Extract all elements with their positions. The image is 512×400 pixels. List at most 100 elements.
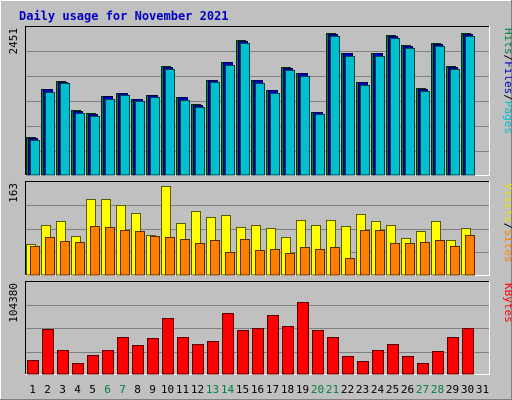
bar-pages-day-7	[120, 95, 130, 176]
y-max-label: 104380	[7, 283, 20, 323]
bar-kbytes-day-18	[282, 326, 294, 375]
bar-pages-day-15	[240, 43, 250, 176]
bar-sites-day-21	[330, 247, 340, 276]
bar-kbytes-day-25	[387, 344, 399, 375]
x-tick-label-day-3: 3	[59, 383, 66, 396]
bar-sites-day-19	[300, 247, 310, 276]
x-tick-label-day-28: 28	[431, 383, 444, 396]
x-tick-label-day-17: 17	[266, 383, 279, 396]
bar-pages-day-20	[315, 114, 325, 176]
x-tick-label-day-23: 23	[356, 383, 369, 396]
x-tick-label-day-4: 4	[74, 383, 81, 396]
x-tick-label-day-6: 6	[104, 383, 111, 396]
bar-sites-day-13	[210, 240, 220, 276]
x-tick-label-day-21: 21	[326, 383, 339, 396]
bar-kbytes-day-22	[342, 356, 354, 375]
legend-part: /	[502, 94, 512, 101]
y-max-label: 163	[7, 183, 20, 203]
bar-kbytes-day-11	[177, 337, 189, 375]
bar-pages-day-21	[330, 36, 340, 176]
bar-kbytes-day-9	[147, 338, 159, 375]
chart-title: Daily usage for November 2021	[19, 9, 229, 23]
x-tick-label-day-16: 16	[251, 383, 264, 396]
bar-kbytes-day-3	[57, 350, 69, 375]
bar-kbytes-day-2	[42, 329, 54, 375]
bar-kbytes-day-5	[87, 355, 99, 375]
bar-sites-day-25	[390, 243, 400, 276]
bar-sites-day-26	[405, 243, 415, 276]
legend-part: KBytes	[502, 283, 512, 323]
bar-kbytes-day-1	[27, 360, 39, 375]
chart-panels: 2451Hits/Files/Pages163Visits/Sites10438…	[7, 26, 512, 375]
x-tick-label-day-30: 30	[461, 383, 474, 396]
legend-part: Sites	[502, 229, 512, 262]
x-tick-label-day-19: 19	[296, 383, 309, 396]
bar-sites-day-5	[90, 226, 100, 276]
bar-sites-day-23	[360, 230, 370, 276]
bar-sites-day-14	[225, 252, 235, 276]
bar-kbytes-day-17	[267, 315, 279, 375]
bar-sites-day-4	[75, 242, 85, 276]
bar-sites-day-8	[135, 231, 145, 276]
bar-kbytes-day-10	[162, 318, 174, 375]
x-tick-label-day-10: 10	[161, 383, 174, 396]
bar-kbytes-day-4	[72, 363, 84, 375]
bar-pages-day-30	[465, 36, 475, 176]
bar-pages-day-11	[180, 100, 190, 176]
y-max-label: 2451	[7, 28, 20, 55]
bar-kbytes-day-24	[372, 350, 384, 375]
bar-sites-day-27	[420, 242, 430, 276]
panel-2: 163 Visits/Sites	[7, 181, 512, 276]
x-tick-label-day-2: 2	[44, 383, 51, 396]
series-legend: KBytes	[502, 283, 512, 323]
bar-pages-day-5	[90, 116, 100, 176]
bar-pages-day-1	[30, 140, 40, 176]
legend-part: Hits	[502, 28, 512, 55]
bar-sites-day-20	[315, 249, 325, 276]
bar-pages-day-10	[165, 69, 175, 176]
x-tick-label-day-26: 26	[401, 383, 414, 396]
panel-3: 104380 KBytes	[7, 281, 512, 375]
bar-pages-day-18	[285, 70, 295, 176]
x-tick-label-day-15: 15	[236, 383, 249, 396]
bar-sites-day-24	[375, 230, 385, 276]
bar-sites-day-17	[270, 249, 280, 276]
bar-kbytes-day-13	[207, 341, 219, 375]
legend-part: /	[502, 223, 512, 230]
x-tick-label-day-18: 18	[281, 383, 294, 396]
bar-sites-day-6	[105, 227, 115, 276]
series-legend: Hits/Files/Pages	[502, 28, 512, 134]
x-tick-label-day-14: 14	[221, 383, 235, 396]
bar-kbytes-day-15	[237, 330, 249, 375]
bar-sites-day-28	[435, 240, 445, 276]
x-tick-label-day-25: 25	[386, 383, 399, 396]
x-tick-label-day-22: 22	[341, 383, 354, 396]
bar-kbytes-day-30	[462, 328, 474, 375]
x-tick-label-day-12: 12	[191, 383, 204, 396]
x-tick-label-day-27: 27	[416, 383, 429, 396]
bar-pages-day-22	[345, 56, 355, 176]
series-legend: Visits/Sites	[502, 183, 512, 263]
bar-pages-day-2	[45, 92, 55, 176]
bar-kbytes-day-19	[297, 302, 309, 375]
bar-pages-day-29	[450, 69, 460, 176]
x-tick-label-day-31: 31	[476, 383, 489, 396]
bar-sites-day-3	[60, 241, 70, 276]
bar-kbytes-day-27	[417, 363, 429, 375]
bar-sites-day-11	[180, 239, 190, 276]
bar-pages-day-12	[195, 107, 205, 176]
bar-pages-day-6	[105, 99, 115, 176]
bar-sites-day-2	[45, 237, 55, 276]
bar-pages-day-9	[150, 97, 160, 176]
bar-pages-day-4	[75, 113, 85, 176]
bar-sites-day-15	[240, 239, 250, 276]
bar-sites-day-9	[150, 236, 160, 276]
x-tick-label-day-29: 29	[446, 383, 459, 396]
bar-sites-day-1	[30, 246, 40, 276]
bar-kbytes-day-16	[252, 328, 264, 375]
bar-pages-day-17	[270, 93, 280, 176]
bar-pages-day-16	[255, 83, 265, 176]
x-axis-tick-labels: 1 2 3 4 5 6 7 8 9 10 11 12 13 14 15 16 17 18 19 20 21 22 23 24 2…	[29, 383, 489, 396]
